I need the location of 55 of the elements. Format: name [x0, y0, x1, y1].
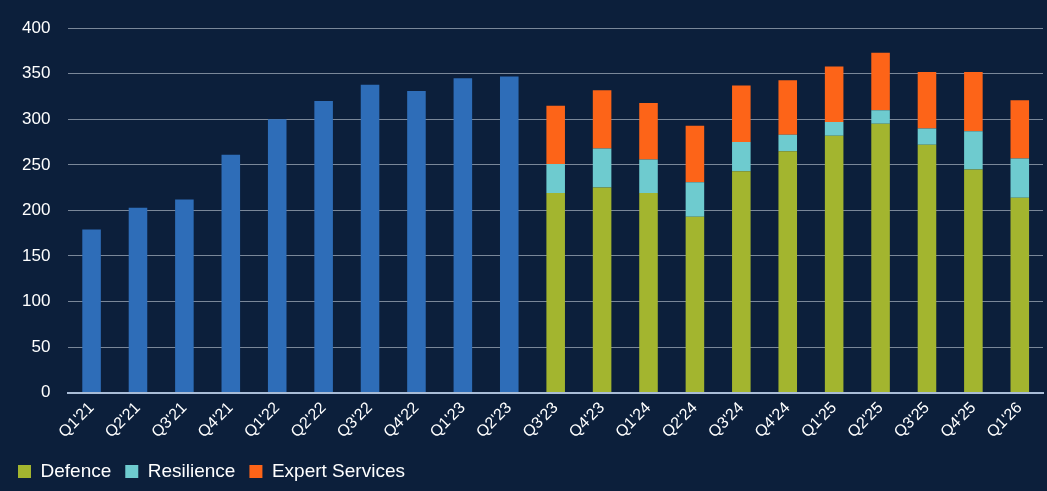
bar [175, 199, 194, 393]
bar [824, 66, 844, 123]
bar [917, 128, 937, 145]
bar [453, 78, 473, 393]
bar [314, 101, 333, 393]
bar [1010, 158, 1030, 198]
bar [546, 163, 565, 194]
bar [964, 71, 983, 132]
y-tick-label: 400 [21, 17, 51, 37]
bar [685, 216, 705, 393]
bar [546, 105, 565, 164]
bar [871, 52, 890, 111]
bar [917, 71, 937, 129]
bar [964, 169, 983, 393]
y-tick-label: 350 [21, 63, 51, 83]
bar [82, 229, 101, 393]
bar [871, 110, 890, 124]
bar [917, 144, 937, 393]
y-tick-label: 150 [21, 245, 51, 265]
bar [639, 193, 658, 393]
bar [221, 154, 241, 393]
y-tick-label: 300 [21, 108, 51, 128]
bar [499, 76, 519, 393]
bar [1010, 197, 1030, 393]
bar [732, 171, 751, 393]
bar [964, 131, 983, 170]
bar [128, 207, 148, 393]
bar [732, 85, 751, 143]
bar [685, 182, 705, 217]
y-tick-label: 50 [31, 336, 51, 356]
bar [592, 90, 612, 149]
y-tick-label: 0 [40, 382, 51, 402]
legend-label: Resilience [147, 459, 236, 481]
y-tick-label: 100 [21, 291, 51, 311]
legend-label: Defence [40, 459, 112, 481]
y-tick-label: 200 [21, 200, 51, 220]
legend-label: Expert Services [271, 459, 405, 481]
bar [1010, 100, 1030, 159]
bar [732, 142, 751, 172]
bar [778, 151, 798, 393]
bar [360, 84, 380, 393]
y-tick-label: 250 [21, 154, 51, 174]
bar [546, 193, 565, 393]
bar [685, 125, 705, 183]
bar [592, 148, 612, 188]
bar [778, 134, 798, 152]
bar [778, 80, 798, 135]
bar [592, 187, 612, 393]
bar [871, 123, 890, 393]
bar [407, 91, 426, 393]
bar [639, 102, 658, 160]
bar [824, 122, 844, 136]
bar [824, 135, 844, 393]
bar [639, 159, 658, 194]
bar [267, 119, 287, 393]
